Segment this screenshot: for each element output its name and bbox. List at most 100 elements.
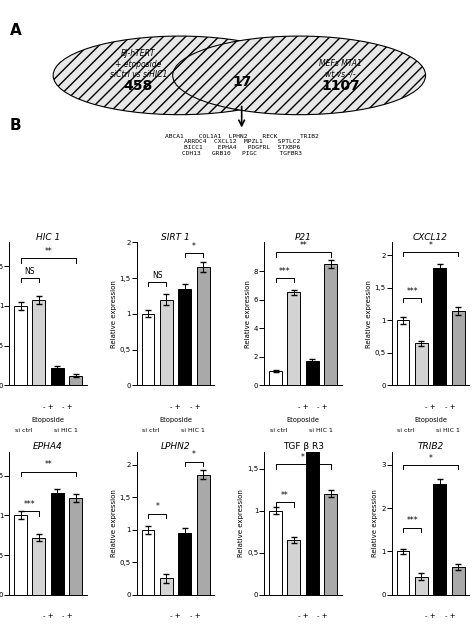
Bar	[69, 376, 82, 386]
Title: TRIB2: TRIB2	[418, 442, 444, 451]
Y-axis label: Relative expression: Relative expression	[111, 490, 117, 557]
Bar	[397, 321, 410, 386]
Text: - +: - +	[425, 613, 436, 619]
Text: *: *	[192, 450, 196, 459]
Ellipse shape	[173, 36, 426, 115]
Text: MEFs MTA1
wt vs -/-: MEFs MTA1 wt vs -/-	[319, 59, 362, 79]
Text: BJ-hTERT
+ etoposide
siCtrl vs siHIC1: BJ-hTERT + etoposide siCtrl vs siHIC1	[109, 49, 167, 80]
Title: EPHA4: EPHA4	[33, 442, 63, 451]
Bar	[397, 552, 410, 595]
Title: TGF β R3: TGF β R3	[283, 442, 324, 451]
Bar	[306, 435, 319, 595]
Text: A: A	[9, 24, 21, 38]
Bar	[178, 289, 191, 386]
Text: - +: - +	[445, 404, 455, 410]
Y-axis label: Relative expression: Relative expression	[238, 490, 244, 557]
Title: LPHN2: LPHN2	[161, 442, 191, 451]
Text: - +: - +	[298, 613, 309, 619]
Text: - +: - +	[317, 404, 328, 410]
Y-axis label: Relative expression: Relative expression	[373, 490, 378, 557]
Text: - +: - +	[43, 404, 54, 410]
Text: - +: - +	[317, 613, 328, 619]
Bar	[288, 292, 301, 386]
Text: - +: - +	[170, 613, 181, 619]
Bar	[178, 533, 191, 595]
Text: Etoposide: Etoposide	[159, 417, 192, 423]
Text: - +: - +	[62, 404, 73, 410]
Bar	[269, 511, 282, 595]
Text: - +: - +	[170, 404, 181, 410]
Text: *: *	[155, 502, 159, 511]
Text: si ctrl: si ctrl	[15, 428, 32, 433]
Text: ***: ***	[279, 267, 291, 276]
Text: *: *	[301, 453, 305, 462]
Text: ***: ***	[24, 500, 36, 509]
Text: - +: - +	[298, 404, 309, 410]
Bar	[324, 494, 337, 595]
Y-axis label: Relative expression: Relative expression	[245, 280, 251, 348]
Text: *: *	[192, 242, 196, 251]
Bar	[197, 267, 210, 386]
Text: 1107: 1107	[321, 80, 360, 93]
Bar	[14, 515, 27, 595]
Bar	[160, 300, 173, 386]
Text: si ctrl: si ctrl	[397, 428, 415, 433]
Ellipse shape	[53, 36, 306, 115]
Text: - +: - +	[445, 613, 455, 619]
Title: HIC 1: HIC 1	[36, 233, 60, 242]
Title: CXCL12: CXCL12	[413, 233, 448, 242]
Text: ***: ***	[406, 287, 418, 295]
Text: si HIC 1: si HIC 1	[182, 428, 205, 433]
Text: si HIC 1: si HIC 1	[54, 428, 78, 433]
Bar	[415, 343, 428, 386]
Text: **: **	[44, 461, 52, 470]
Bar	[433, 485, 446, 595]
Bar	[160, 578, 173, 595]
Y-axis label: Relative expression: Relative expression	[111, 280, 117, 348]
Text: **: **	[299, 241, 307, 250]
Bar	[51, 368, 64, 386]
Bar	[142, 530, 155, 595]
Text: B: B	[9, 118, 21, 133]
Title: P21: P21	[295, 233, 311, 242]
Text: - +: - +	[190, 404, 200, 410]
Y-axis label: Relative expression: Relative expression	[366, 280, 372, 348]
Text: si HIC 1: si HIC 1	[309, 428, 333, 433]
Text: **: **	[281, 491, 289, 500]
Text: Etoposide: Etoposide	[287, 417, 319, 423]
Text: - +: - +	[62, 613, 73, 619]
Text: *: *	[428, 241, 433, 250]
Text: 458: 458	[124, 80, 153, 93]
Text: **: **	[44, 247, 52, 256]
Text: NS: NS	[152, 270, 163, 280]
Bar	[306, 361, 319, 386]
Bar	[269, 371, 282, 386]
Bar	[197, 475, 210, 595]
Text: *: *	[428, 454, 433, 463]
Text: NS: NS	[25, 267, 35, 276]
Text: si ctrl: si ctrl	[270, 428, 287, 433]
Bar	[33, 300, 46, 386]
Bar	[33, 538, 46, 595]
Bar	[452, 567, 465, 595]
Text: - +: - +	[425, 404, 436, 410]
Title: SIRT 1: SIRT 1	[161, 233, 190, 242]
Bar	[433, 269, 446, 386]
Bar	[452, 310, 465, 386]
Text: - +: - +	[43, 613, 54, 619]
Text: ABCA1    COL1A1  LPHN2    RECK      TRIB2
ARRDC4  CXCL12  MPZL1    SPTLC2
BICC1 : ABCA1 COL1A1 LPHN2 RECK TRIB2 ARRDC4 CXC…	[165, 133, 319, 156]
Text: si ctrl: si ctrl	[142, 428, 160, 433]
Text: si HIC 1: si HIC 1	[437, 428, 460, 433]
Text: - +: - +	[190, 613, 200, 619]
Bar	[324, 264, 337, 386]
Text: Etoposide: Etoposide	[32, 417, 64, 423]
Bar	[51, 493, 64, 595]
Bar	[288, 540, 301, 595]
Bar	[142, 314, 155, 386]
Bar	[14, 306, 27, 386]
Bar	[69, 498, 82, 595]
Text: Etoposide: Etoposide	[414, 417, 447, 423]
Text: 17: 17	[232, 74, 251, 89]
Text: ***: ***	[406, 516, 418, 525]
Bar	[415, 577, 428, 595]
